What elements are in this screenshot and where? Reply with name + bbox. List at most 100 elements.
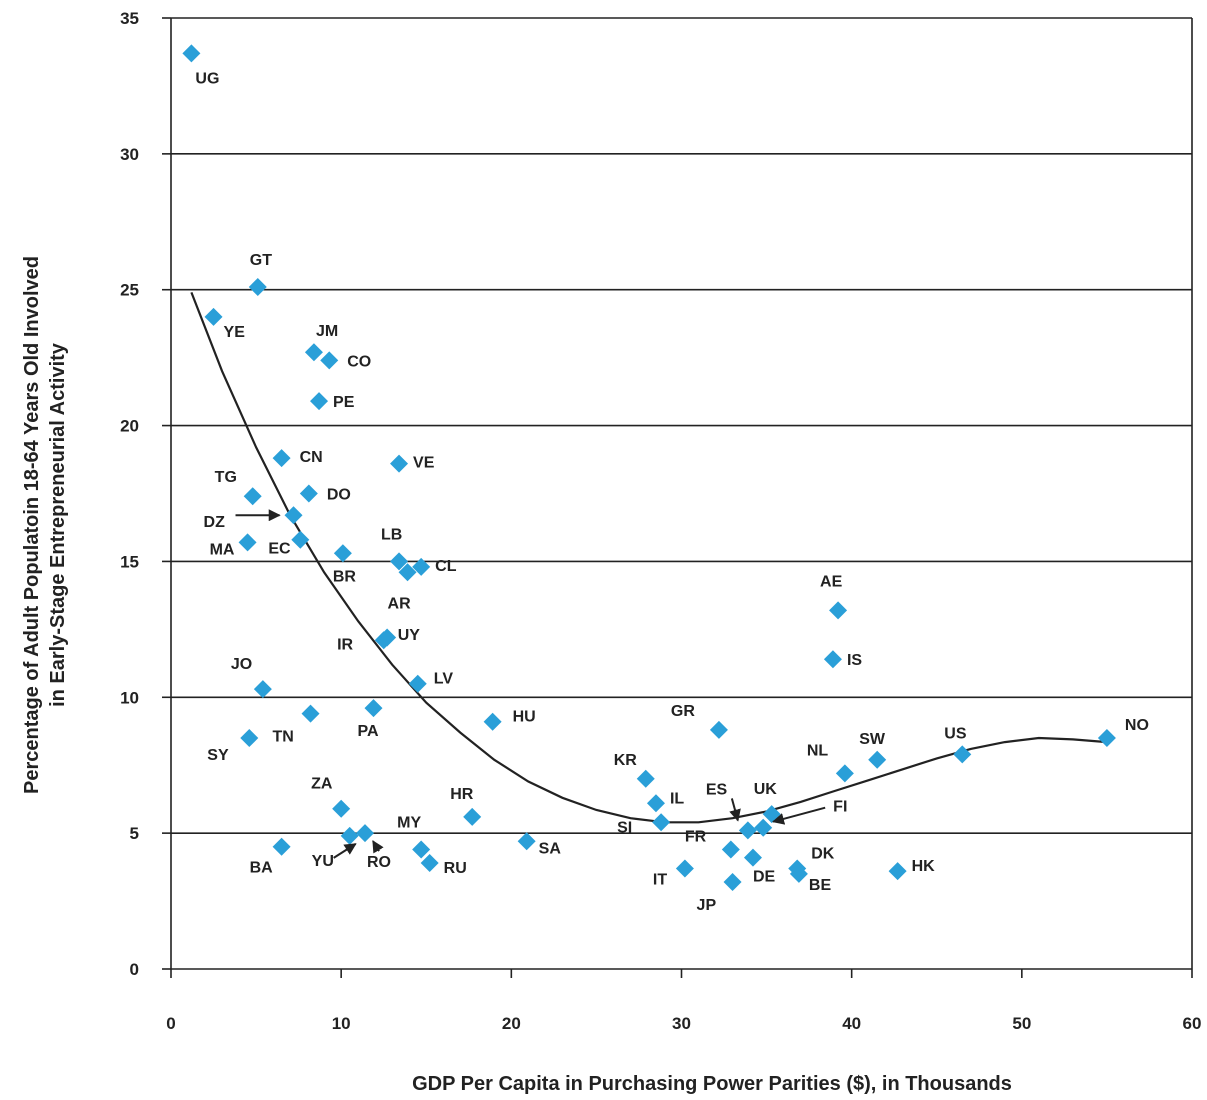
point-label-do: DO xyxy=(327,487,351,504)
point-ar xyxy=(398,563,417,582)
y-tick-label-0: 0 xyxy=(130,960,139,979)
point-label-tn: TN xyxy=(273,729,294,746)
point-pe xyxy=(310,392,329,411)
point-label-ar: AR xyxy=(388,595,412,612)
point-kr xyxy=(636,769,655,788)
point-label-uk: UK xyxy=(754,781,778,798)
point-cn xyxy=(272,449,291,468)
point-jp xyxy=(723,873,742,892)
point-lv xyxy=(408,674,427,693)
point-ru xyxy=(420,854,439,873)
point-gt xyxy=(248,277,267,296)
arrow-ro xyxy=(372,840,384,854)
x-tick-label-20: 20 xyxy=(502,1014,521,1033)
x-tick-label-40: 40 xyxy=(842,1014,861,1033)
point-label-fi: FI xyxy=(833,799,847,816)
point-label-yu: YU xyxy=(312,853,334,870)
point-label-hr: HR xyxy=(450,786,474,803)
point-sa xyxy=(517,832,536,851)
trend-curve-group xyxy=(190,292,1107,824)
point-label-lb: LB xyxy=(381,526,402,543)
y-axis-label-line2: in Early-Stage Entrepreneurial Activity xyxy=(47,342,69,707)
point-hu xyxy=(483,712,502,731)
point-il xyxy=(646,794,665,813)
point-no xyxy=(1097,729,1116,748)
y-tick-label-35: 35 xyxy=(120,9,139,28)
point-ir xyxy=(378,628,397,647)
point-label-my: MY xyxy=(397,814,421,831)
point-is xyxy=(823,650,842,669)
point-hr xyxy=(463,807,482,826)
point-label-no: NO xyxy=(1125,717,1149,734)
x-tick-label-30: 30 xyxy=(672,1014,691,1033)
point-label-jm: JM xyxy=(316,323,338,340)
point-ba xyxy=(272,837,291,856)
point-label-kr: KR xyxy=(614,752,638,769)
point-pa xyxy=(364,699,383,718)
point-label-za: ZA xyxy=(311,776,333,793)
point-us xyxy=(953,745,972,764)
annotation-arrows xyxy=(235,509,826,859)
point-ec xyxy=(291,530,310,549)
point-label-ye: YE xyxy=(224,324,246,341)
x-tick-label-50: 50 xyxy=(1012,1014,1031,1033)
x-tick-labels: 0 10 20 30 40 50 60 xyxy=(166,969,1201,1033)
point-label-ru: RU xyxy=(444,860,467,877)
point-jo xyxy=(253,680,272,699)
arrow-es xyxy=(729,798,741,822)
point-label-pe: PE xyxy=(333,394,355,411)
x-tick-label-0: 0 xyxy=(166,1014,175,1033)
point-label-ve: VE xyxy=(413,455,435,472)
point-label-br: BR xyxy=(333,568,357,585)
point-lb xyxy=(390,552,409,571)
point-label-cl: CL xyxy=(435,558,457,575)
point-label-ae: AE xyxy=(820,573,843,590)
point-label-co: CO xyxy=(347,353,371,370)
point-yu xyxy=(340,826,359,845)
point-label-il: IL xyxy=(670,790,684,807)
point-label-be: BE xyxy=(809,877,832,894)
point-label-is: IS xyxy=(847,652,862,669)
point-ma xyxy=(238,533,257,552)
point-label-uy: UY xyxy=(398,627,421,644)
point-be xyxy=(789,864,808,883)
point-za xyxy=(332,799,351,818)
point-label-sa: SA xyxy=(539,840,562,857)
point-co xyxy=(320,351,339,370)
point-label-it: IT xyxy=(653,871,667,888)
point-gr xyxy=(709,720,728,739)
x-tick-label-60: 60 xyxy=(1183,1014,1202,1033)
point-label-lv: LV xyxy=(434,671,454,688)
point-label-ma: MA xyxy=(210,541,235,558)
point-label-dk: DK xyxy=(811,845,835,862)
data-points xyxy=(182,44,1116,892)
point-sy xyxy=(240,729,259,748)
trend-curve xyxy=(190,292,1107,824)
point-my xyxy=(412,840,431,859)
point-hk xyxy=(888,862,907,881)
point-tn xyxy=(301,704,320,723)
point-label-de: DE xyxy=(753,869,776,886)
point-tg xyxy=(243,487,262,506)
point-label-gt: GT xyxy=(250,252,272,269)
y-tick-label-30: 30 xyxy=(120,145,139,164)
point-label-si: SI xyxy=(617,819,632,836)
y-tick-label-20: 20 xyxy=(120,417,139,436)
point-ro xyxy=(355,824,374,843)
point-de xyxy=(743,848,762,867)
x-axis-label: GDP Per Capita in Purchasing Power Parit… xyxy=(412,1073,1012,1095)
point-label-ec: EC xyxy=(268,541,291,558)
x-tick-label-10: 10 xyxy=(332,1014,351,1033)
point-label-gr: GR xyxy=(671,703,695,720)
point-label-pa: PA xyxy=(357,723,378,740)
point-label-nl: NL xyxy=(807,742,829,759)
point-label-cn: CN xyxy=(300,449,323,466)
y-tick-labels: 0 5 10 15 20 25 30 35 xyxy=(120,9,171,979)
point-fi xyxy=(754,818,773,837)
point-label-tg: TG xyxy=(215,469,237,486)
point-ae xyxy=(829,601,848,620)
arrow-fi xyxy=(772,806,826,825)
point-si xyxy=(652,813,671,832)
point-label-ro: RO xyxy=(367,854,391,871)
